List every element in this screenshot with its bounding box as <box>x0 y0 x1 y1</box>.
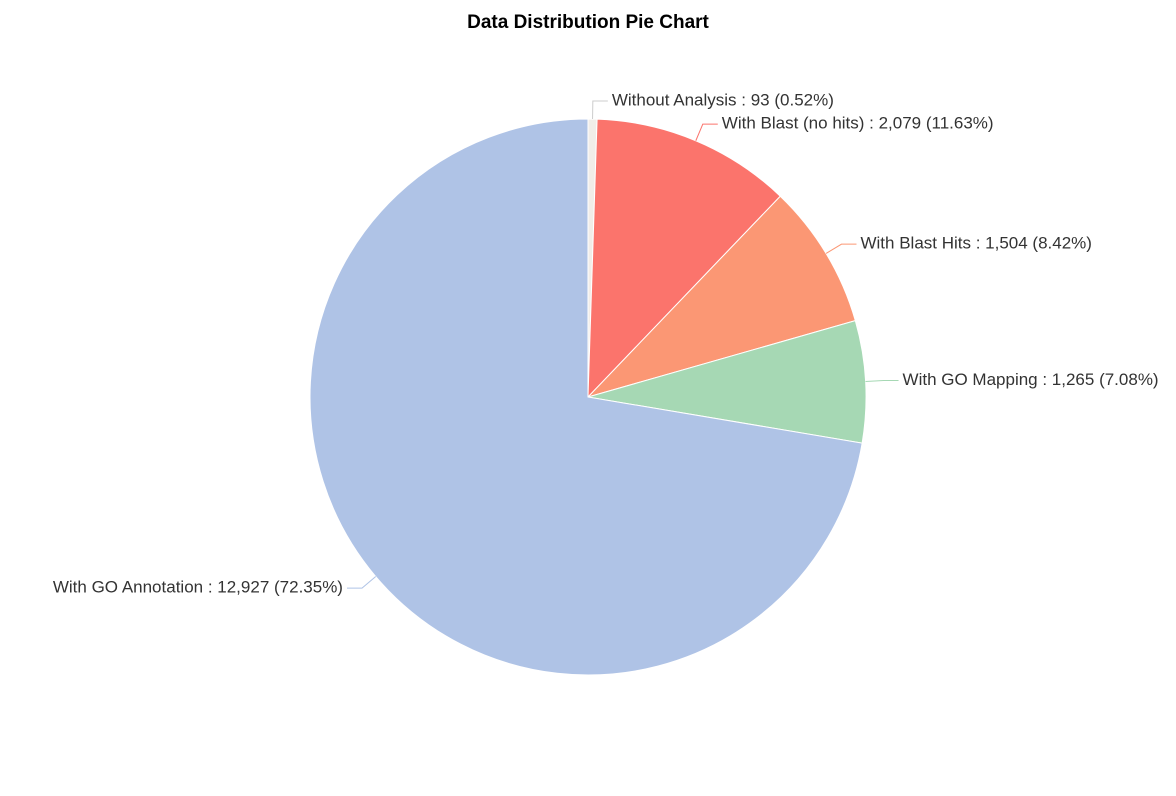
slice-label: Without Analysis : 93 (0.52%) <box>612 91 834 110</box>
leader-line <box>695 123 718 141</box>
slice-label: With Blast Hits : 1,504 (8.42%) <box>860 234 1091 253</box>
slice-label: With GO Annotation : 12,927 (72.35%) <box>53 578 343 597</box>
pie-slice <box>587 118 781 399</box>
pie-slice <box>587 320 867 444</box>
leader-line <box>346 576 377 589</box>
leader-line <box>865 380 899 383</box>
pie-slice <box>586 195 856 398</box>
chart-title: Data Distribution Pie Chart <box>467 12 709 33</box>
slice-label: With Blast (no hits) : 2,079 (11.63%) <box>722 114 994 133</box>
pie-slice <box>309 118 863 676</box>
slice-label: With GO Mapping : 1,265 (7.08%) <box>903 370 1159 389</box>
leader-line <box>825 243 857 254</box>
leader-line <box>592 100 608 120</box>
